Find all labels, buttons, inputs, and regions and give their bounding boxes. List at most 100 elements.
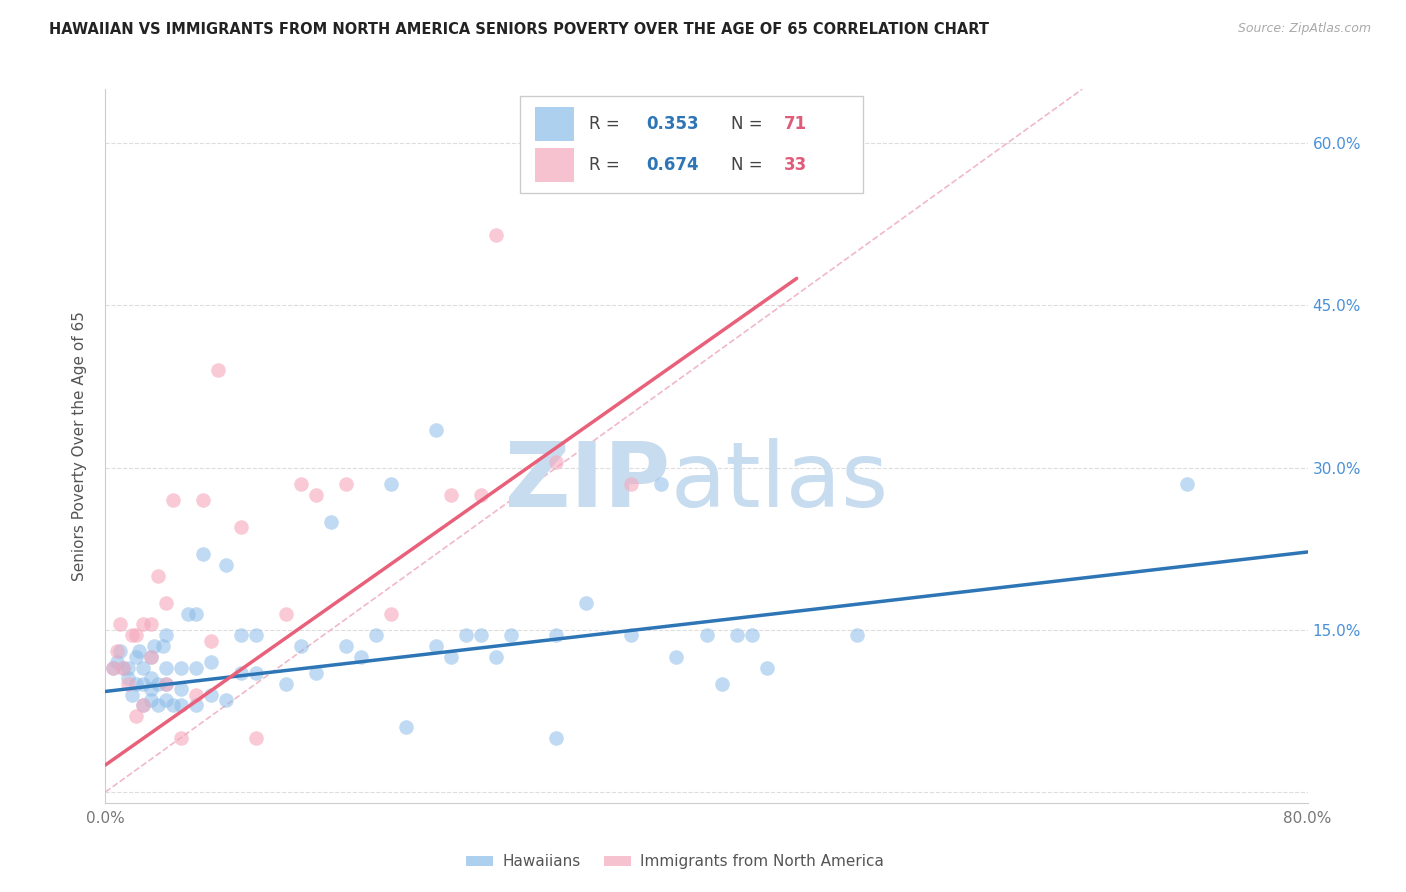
Point xyxy=(454,628,477,642)
Point xyxy=(440,649,463,664)
FancyBboxPatch shape xyxy=(520,96,863,193)
Point xyxy=(107,644,129,658)
Point xyxy=(245,731,267,745)
Point xyxy=(350,649,373,664)
Point xyxy=(124,677,146,691)
Point xyxy=(200,633,222,648)
Text: N =: N = xyxy=(731,156,768,174)
Text: 0.353: 0.353 xyxy=(647,115,699,133)
Point xyxy=(290,639,312,653)
Point xyxy=(214,558,236,572)
Point xyxy=(335,476,357,491)
Point xyxy=(335,639,357,653)
Point xyxy=(696,628,718,642)
Point xyxy=(139,693,162,707)
Point xyxy=(395,720,418,734)
Point xyxy=(741,628,763,642)
Point xyxy=(139,617,162,632)
Point xyxy=(501,628,523,642)
Point xyxy=(485,228,508,243)
Legend: Hawaiians, Immigrants from North America: Hawaiians, Immigrants from North America xyxy=(460,848,890,875)
Text: ZIP: ZIP xyxy=(505,438,671,525)
Point xyxy=(117,677,139,691)
Point xyxy=(425,423,447,437)
Point xyxy=(124,649,146,664)
Point xyxy=(107,655,129,669)
Point xyxy=(274,677,297,691)
Point xyxy=(155,660,177,674)
Point xyxy=(128,644,150,658)
Point xyxy=(132,698,155,713)
Point xyxy=(184,698,207,713)
Point xyxy=(132,677,155,691)
Point xyxy=(155,693,177,707)
Point xyxy=(121,688,143,702)
Point xyxy=(207,363,229,377)
Point xyxy=(546,455,568,469)
Point xyxy=(191,547,214,561)
Text: R =: R = xyxy=(589,115,624,133)
Point xyxy=(845,628,868,642)
Point xyxy=(169,731,191,745)
Point xyxy=(132,698,155,713)
Text: 33: 33 xyxy=(783,156,807,174)
Point xyxy=(110,644,132,658)
Point xyxy=(546,731,568,745)
Point xyxy=(620,628,643,642)
Point xyxy=(470,628,492,642)
Point xyxy=(425,639,447,653)
Point xyxy=(200,688,222,702)
Bar xyxy=(534,148,574,182)
Point xyxy=(229,666,252,681)
Point xyxy=(184,688,207,702)
Point xyxy=(229,520,252,534)
Text: atlas: atlas xyxy=(671,438,889,525)
Point xyxy=(124,628,146,642)
Point xyxy=(191,493,214,508)
Point xyxy=(177,607,200,621)
Point xyxy=(440,488,463,502)
Point xyxy=(139,649,162,664)
Point xyxy=(132,617,155,632)
Point xyxy=(755,660,778,674)
Point xyxy=(146,698,169,713)
Point xyxy=(1175,476,1198,491)
Point xyxy=(364,628,387,642)
Point xyxy=(184,660,207,674)
Point xyxy=(546,628,568,642)
Text: HAWAIIAN VS IMMIGRANTS FROM NORTH AMERICA SENIORS POVERTY OVER THE AGE OF 65 COR: HAWAIIAN VS IMMIGRANTS FROM NORTH AMERIC… xyxy=(49,22,990,37)
Point xyxy=(146,677,169,691)
Point xyxy=(139,672,162,686)
Point xyxy=(620,476,643,491)
Point xyxy=(110,617,132,632)
Point xyxy=(710,677,733,691)
Text: N =: N = xyxy=(731,115,768,133)
Point xyxy=(112,660,135,674)
Point xyxy=(139,649,162,664)
Point xyxy=(290,476,312,491)
Point xyxy=(319,515,342,529)
Text: 71: 71 xyxy=(783,115,807,133)
Point xyxy=(274,607,297,621)
Point xyxy=(101,660,124,674)
Point xyxy=(470,488,492,502)
Point xyxy=(155,596,177,610)
Point xyxy=(380,607,402,621)
Point xyxy=(155,628,177,642)
Text: Source: ZipAtlas.com: Source: ZipAtlas.com xyxy=(1237,22,1371,36)
Point xyxy=(162,493,184,508)
Point xyxy=(117,660,139,674)
Y-axis label: Seniors Poverty Over the Age of 65: Seniors Poverty Over the Age of 65 xyxy=(72,311,87,581)
Point xyxy=(184,607,207,621)
Point xyxy=(169,698,191,713)
Point xyxy=(725,628,748,642)
Point xyxy=(169,682,191,697)
Point xyxy=(121,628,143,642)
Point xyxy=(575,596,598,610)
Text: R =: R = xyxy=(589,156,624,174)
Point xyxy=(162,698,184,713)
Point xyxy=(112,660,135,674)
Point xyxy=(214,693,236,707)
Point xyxy=(117,672,139,686)
Point xyxy=(101,660,124,674)
